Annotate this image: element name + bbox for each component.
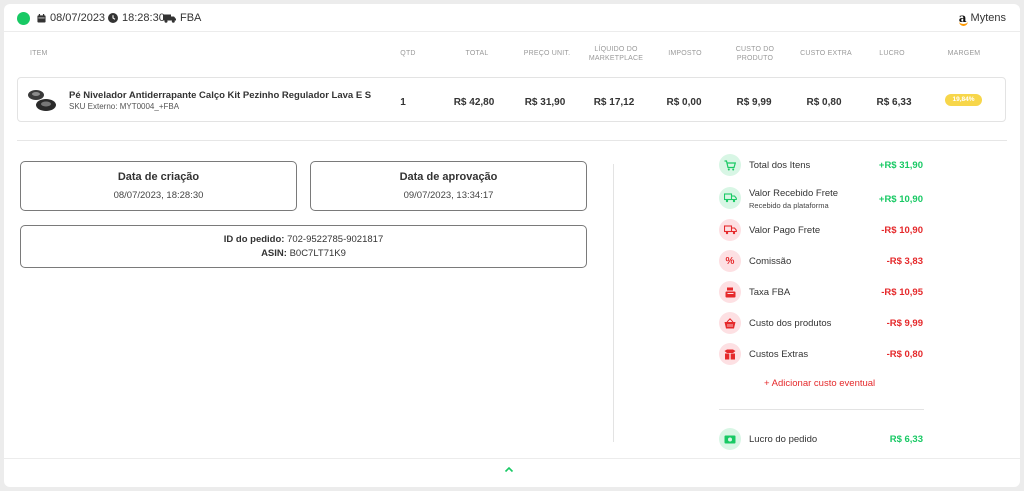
cell-custo-produto: R$ 9,99: [736, 97, 772, 108]
frete-recebido-value: +R$ 10,90: [878, 194, 923, 205]
product-name[interactable]: Pé Nivelador Antiderrapante Calço Kit Pe…: [69, 90, 372, 101]
table-row[interactable]: Pé Nivelador Antiderrapante Calço Kit Pe…: [17, 77, 1006, 122]
col-qtd: QTD: [400, 50, 416, 57]
frete-recebido-sub: Recebido da plataforma: [749, 201, 829, 210]
cell-imposto: R$ 0,00: [666, 97, 702, 108]
truck-icon: [719, 219, 741, 241]
col-lucro: LUCRO: [879, 50, 905, 57]
asin-line: ASIN: B0C7LT71K9: [21, 247, 586, 261]
truck-icon: [163, 14, 176, 23]
col-item: ITEM: [30, 50, 48, 57]
truck-icon: [719, 187, 741, 209]
summary-lucro: Lucro do pedido R$ 6,33: [719, 428, 929, 452]
col-liquido-line2: MARKETPLACE: [588, 55, 644, 62]
summary-taxa-fba: Taxa FBA -R$ 10,95: [719, 281, 929, 305]
order-id-line: ID do pedido: 702-9522785-9021817: [21, 233, 586, 247]
chevron-up-icon[interactable]: [504, 466, 514, 473]
custo-produtos-value: -R$ 9,99: [886, 318, 923, 329]
order-card: 08/07/2023 18:28:30 FBA a Mytens ITEM QT…: [4, 4, 1020, 487]
frete-pago-value: -R$ 10,90: [881, 225, 923, 236]
cell-lucro: R$ 6,33: [876, 97, 912, 108]
col-custo-produto: CUSTO DO PRODUTO: [730, 45, 780, 63]
custos-extras-value: -R$ 0,80: [886, 349, 923, 360]
marketplace: a Mytens: [958, 11, 1006, 26]
order-time: 18:28:30: [108, 12, 165, 24]
order-date-text: 08/07/2023: [50, 12, 106, 24]
approval-date-label: Data de aprovação: [399, 171, 498, 183]
lucro-value: R$ 6,33: [889, 434, 923, 445]
clock-icon: [108, 13, 118, 23]
order-id-value[interactable]: 702-9522785-9021817: [287, 234, 384, 245]
basket-icon: [719, 312, 741, 334]
col-margem: MARGEM: [947, 50, 981, 57]
creation-date-value: 08/07/2023, 18:28:30: [113, 190, 204, 201]
cell-liquido: R$ 17,12: [593, 97, 635, 108]
custos-extras-label: Custos Extras: [749, 349, 809, 360]
status-dot: [17, 12, 30, 25]
cell-custo-extra: R$ 0,80: [806, 97, 842, 108]
creation-date-box: Data de criação 08/07/2023, 18:28:30: [20, 161, 297, 211]
order-time-text: 18:28:30: [122, 12, 165, 24]
fulfillment-type: FBA: [163, 12, 201, 24]
footer-divider: [4, 458, 1020, 459]
product-thumbnail: [28, 90, 56, 111]
divider: [17, 140, 1007, 141]
approval-date-box: Data de aprovação 09/07/2023, 13:34:17: [310, 161, 587, 211]
comissao-value: -R$ 3,83: [886, 256, 923, 267]
vertical-divider: [613, 164, 614, 442]
creation-date-label: Data de criação: [117, 171, 200, 183]
col-custo-produto-line1: CUSTO DO: [735, 46, 775, 53]
cell-qtd: 1: [400, 97, 406, 108]
product-sku: SKU Externo: MYT0004_+FBA: [69, 102, 180, 111]
col-liquido-line1: LÍQUIDO DO: [594, 46, 638, 53]
summary-total-itens: Total dos Itens +R$ 31,90: [719, 154, 929, 178]
percent-icon: %: [719, 250, 741, 272]
col-custo-produto-line2: PRODUTO: [736, 55, 774, 62]
summary-divider: [719, 409, 924, 410]
col-preco-unit: PREÇO UNIT.: [523, 50, 571, 57]
total-itens-label: Total dos Itens: [749, 160, 811, 171]
margin-badge: 19,84%: [945, 94, 982, 106]
col-liquido: LÍQUIDO DO MARKETPLACE: [585, 45, 647, 63]
summary-frete-pago: Valor Pago Frete -R$ 10,90: [719, 219, 929, 243]
frete-recebido-label: Valor Recebido Frete: [749, 188, 839, 199]
total-itens-value: +R$ 31,90: [878, 160, 923, 171]
asin-label: ASIN:: [261, 248, 287, 259]
custo-produtos-label: Custo dos produtos: [749, 318, 832, 329]
approval-date-value: 09/07/2023, 13:34:17: [403, 190, 494, 201]
register-icon: [719, 281, 741, 303]
order-header: 08/07/2023 18:28:30 FBA a Mytens: [4, 4, 1020, 32]
taxa-fba-value: -R$ 10,95: [881, 287, 923, 298]
money-icon: [719, 428, 741, 450]
frete-pago-label: Valor Pago Frete: [749, 225, 821, 236]
amazon-logo-icon: a: [958, 11, 968, 26]
order-ids-box: ID do pedido: 702-9522785-9021817 ASIN: …: [20, 225, 587, 268]
lucro-label: Lucro do pedido: [749, 434, 818, 445]
summary-custo-produtos: Custo dos produtos -R$ 9,99: [719, 312, 929, 336]
comissao-label: Comissão: [749, 256, 792, 267]
add-custo-eventual-link[interactable]: + Adicionar custo eventual: [764, 378, 876, 389]
box-icon: [719, 343, 741, 365]
taxa-fba-label: Taxa FBA: [749, 287, 791, 298]
asin-value[interactable]: B0C7LT71K9: [289, 248, 346, 259]
fulfillment-text: FBA: [180, 12, 202, 24]
col-imposto: IMPOSTO: [668, 50, 702, 57]
col-custo-extra: CUSTO EXTRA: [800, 50, 852, 57]
summary-comissao: % Comissão -R$ 3,83: [719, 250, 929, 274]
order-id-label: ID do pedido:: [223, 234, 285, 245]
summary-custos-extras: Custos Extras -R$ 0,80: [719, 343, 929, 367]
order-date: 08/07/2023: [37, 12, 105, 24]
store-name: Mytens: [970, 12, 1006, 24]
cart-icon: [719, 154, 741, 176]
summary-frete-recebido: Valor Recebido Frete Recebido da platafo…: [719, 185, 929, 215]
calendar-icon: [37, 13, 46, 23]
col-total: TOTAL: [465, 50, 489, 57]
cell-preco-unit: R$ 31,90: [524, 97, 566, 108]
cell-total: R$ 42,80: [453, 97, 495, 108]
